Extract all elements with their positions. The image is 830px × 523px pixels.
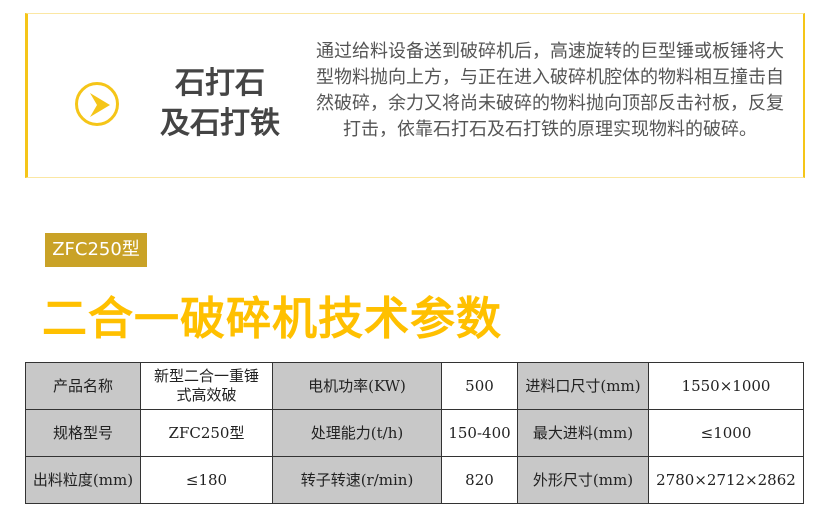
spec-label: 出料粒度(mm) <box>25 456 141 504</box>
spec-label: 规格型号 <box>25 409 141 457</box>
table-row: 规格型号 ZFC250型 处理能力(t/h) 150-400 最大进料(mm) ≤1000 <box>25 409 804 457</box>
spec-label: 转子转速(r/min) <box>272 456 442 504</box>
feature-description: 通过给料设备送到破碎机后，高速旋转的巨型锤或板锤将大型物料抛向上方，与正在进入破… <box>316 41 784 140</box>
table-row: 出料粒度(mm) ≤180 转子转速(r/min) 820 外形尺寸(mm) 2780×2… <box>25 456 804 504</box>
spec-value: 新型二合一重锤式高效破 <box>140 362 273 410</box>
spec-label: 电机功率(KW) <box>272 362 442 410</box>
spec-value: 2780×2712×2862 <box>648 456 804 504</box>
spec-label: 处理能力(t/h) <box>272 409 442 457</box>
spec-value: 820 <box>441 456 518 504</box>
spec-value: 150-400 <box>441 409 518 457</box>
feature-heading: 石打石 及石打铁 <box>140 64 300 144</box>
spec-value: ≤1000 <box>648 409 804 457</box>
spec-label: 外形尺寸(mm) <box>517 456 649 504</box>
spec-value: ZFC250型 <box>140 409 273 457</box>
model-tag: ZFC250型 <box>45 233 147 267</box>
spec-value: 500 <box>441 362 518 410</box>
feature-box <box>25 13 805 178</box>
heading-line-1: 石打石 <box>175 66 265 101</box>
spec-label: 最大进料(mm) <box>517 409 649 457</box>
spec-label: 产品名称 <box>25 362 141 410</box>
spec-table: 产品名称 新型二合一重锤式高效破 电机功率(KW) 500 进料口尺寸(mm) 1550×… <box>25 362 804 504</box>
section-title: 二合一破碎机技术参数 <box>42 292 503 345</box>
heading-line-2: 及石打铁 <box>160 106 280 141</box>
spec-value: ≤180 <box>140 456 273 504</box>
spec-label: 进料口尺寸(mm) <box>517 362 649 410</box>
chevron-right-circle-icon <box>75 82 119 126</box>
spec-value: 1550×1000 <box>648 362 804 410</box>
table-row: 产品名称 新型二合一重锤式高效破 电机功率(KW) 500 进料口尺寸(mm) 1550×… <box>25 362 804 410</box>
